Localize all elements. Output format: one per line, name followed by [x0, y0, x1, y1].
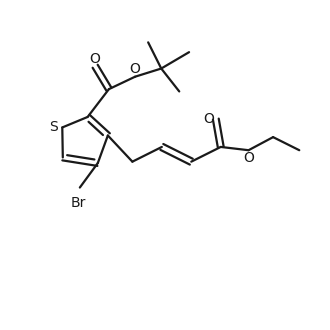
Text: O: O	[130, 62, 141, 76]
Text: Br: Br	[71, 196, 86, 210]
Text: S: S	[49, 120, 57, 134]
Text: O: O	[203, 112, 214, 126]
Text: O: O	[90, 52, 101, 66]
Text: O: O	[243, 151, 254, 165]
